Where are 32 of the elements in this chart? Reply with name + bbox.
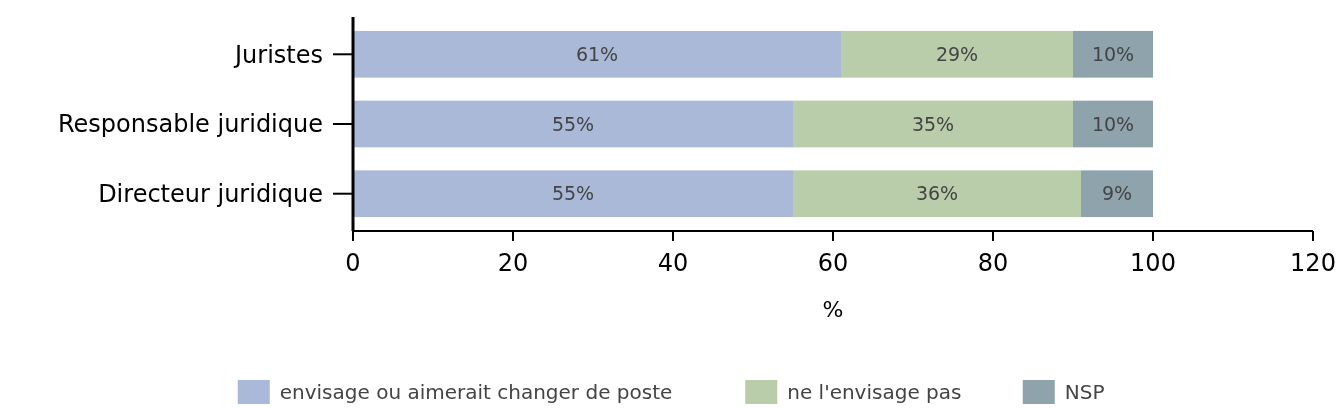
x-tick-label: 20 [497, 249, 529, 277]
data-label: 35% [911, 112, 955, 135]
bar [353, 170, 793, 218]
bar [353, 100, 793, 148]
bar [1081, 170, 1153, 218]
data-label: 36% [915, 182, 959, 205]
data-label: 10% [1091, 112, 1135, 135]
legend-label: ne l'envisage pas [787, 380, 962, 404]
bar [353, 30, 841, 78]
data-label: 55% [551, 182, 595, 205]
data-label: 61% [575, 42, 619, 65]
x-axis-title: % [822, 297, 844, 322]
bar [1073, 100, 1153, 148]
data-label: 55% [551, 112, 595, 135]
legend-label: NSP [1064, 380, 1105, 404]
x-tick-label: 60 [817, 249, 849, 277]
bar [1073, 30, 1153, 78]
bar [841, 30, 1073, 78]
y-tick-label: Juristes [232, 40, 323, 69]
y-tick-label: Responsable juridique [57, 110, 323, 139]
x-tick-label: 80 [977, 249, 1009, 277]
x-tick-label: 0 [345, 249, 361, 277]
y-tick-label: Directeur juridique [98, 180, 323, 209]
legend-label: envisage ou aimerait changer de poste [279, 380, 673, 404]
data-label: 9% [1101, 182, 1133, 205]
bar [793, 100, 1073, 148]
bar [793, 170, 1081, 218]
x-tick-label: 40 [657, 249, 689, 277]
data-label: 29% [935, 42, 979, 65]
x-tick-label: 100 [1130, 249, 1176, 277]
data-label: 10% [1091, 42, 1135, 65]
x-tick-label: 120 [1290, 249, 1336, 277]
